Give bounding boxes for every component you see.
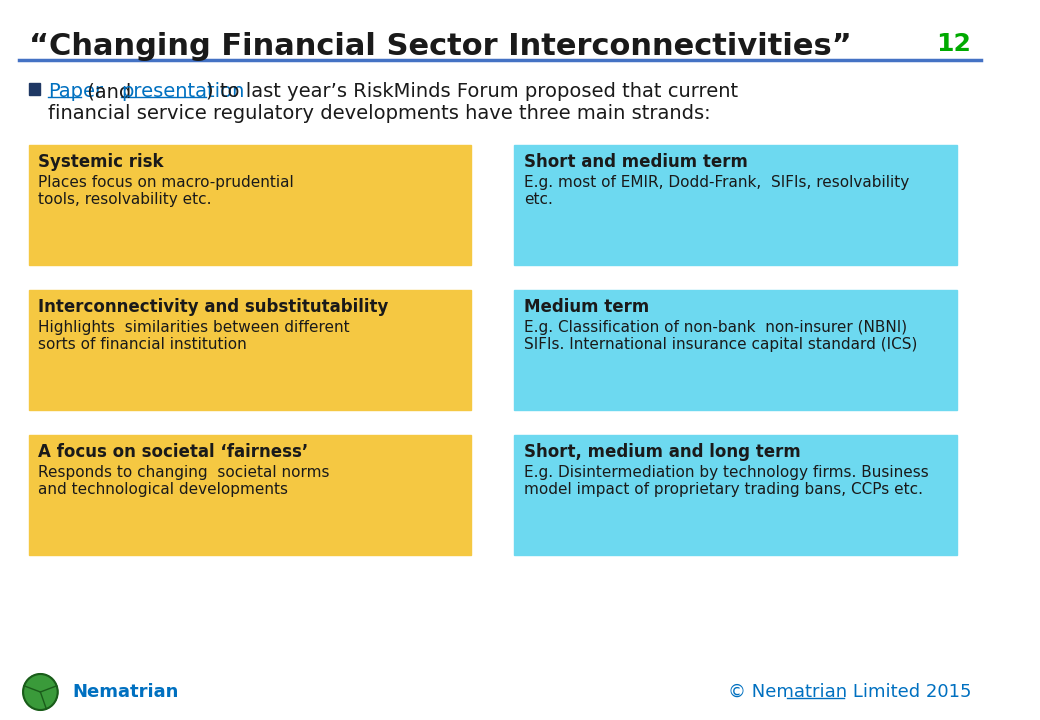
- FancyBboxPatch shape: [515, 145, 957, 265]
- FancyBboxPatch shape: [29, 435, 471, 555]
- Text: Short, medium and long term: Short, medium and long term: [524, 443, 801, 461]
- Text: Medium term: Medium term: [524, 298, 649, 316]
- FancyBboxPatch shape: [515, 435, 957, 555]
- FancyBboxPatch shape: [29, 145, 471, 265]
- Text: (and: (and: [81, 82, 137, 101]
- Text: Places focus on macro-prudential
tools, resolvability etc.: Places focus on macro-prudential tools, …: [38, 175, 294, 207]
- Text: 12: 12: [936, 32, 971, 56]
- Text: financial service regulatory developments have three main strands:: financial service regulatory development…: [48, 104, 710, 123]
- Text: Systemic risk: Systemic risk: [38, 153, 164, 171]
- Text: presentation: presentation: [121, 82, 244, 101]
- Text: Nematrian: Nematrian: [72, 683, 179, 701]
- Text: E.g. Disintermediation by technology firms. Business
model impact of proprietary: E.g. Disintermediation by technology fir…: [524, 465, 929, 498]
- FancyBboxPatch shape: [29, 290, 471, 410]
- Circle shape: [23, 674, 57, 710]
- Text: Responds to changing  societal norms
and technological developments: Responds to changing societal norms and …: [38, 465, 330, 498]
- Text: “Changing Financial Sector Interconnectivities”: “Changing Financial Sector Interconnecti…: [29, 32, 852, 61]
- Text: A focus on societal ‘fairness’: A focus on societal ‘fairness’: [38, 443, 309, 461]
- Text: Interconnectivity and substitutability: Interconnectivity and substitutability: [38, 298, 389, 316]
- Text: ) to last year’s RiskMinds Forum proposed that current: ) to last year’s RiskMinds Forum propose…: [206, 82, 738, 101]
- FancyBboxPatch shape: [29, 83, 41, 95]
- Text: Short and medium term: Short and medium term: [524, 153, 748, 171]
- FancyBboxPatch shape: [515, 290, 957, 410]
- Text: E.g. Classification of non-bank  non-insurer (NBNI)
SIFIs. International insuran: E.g. Classification of non-bank non-insu…: [524, 320, 917, 352]
- Text: Highlights  similarities between different
sorts of financial institution: Highlights similarities between differen…: [38, 320, 350, 352]
- Text: © Nematrian Limited 2015: © Nematrian Limited 2015: [728, 683, 971, 701]
- Text: E.g. most of EMIR, Dodd-Frank,  SIFIs, resolvability
etc.: E.g. most of EMIR, Dodd-Frank, SIFIs, re…: [524, 175, 909, 207]
- Text: Paper: Paper: [48, 82, 103, 101]
